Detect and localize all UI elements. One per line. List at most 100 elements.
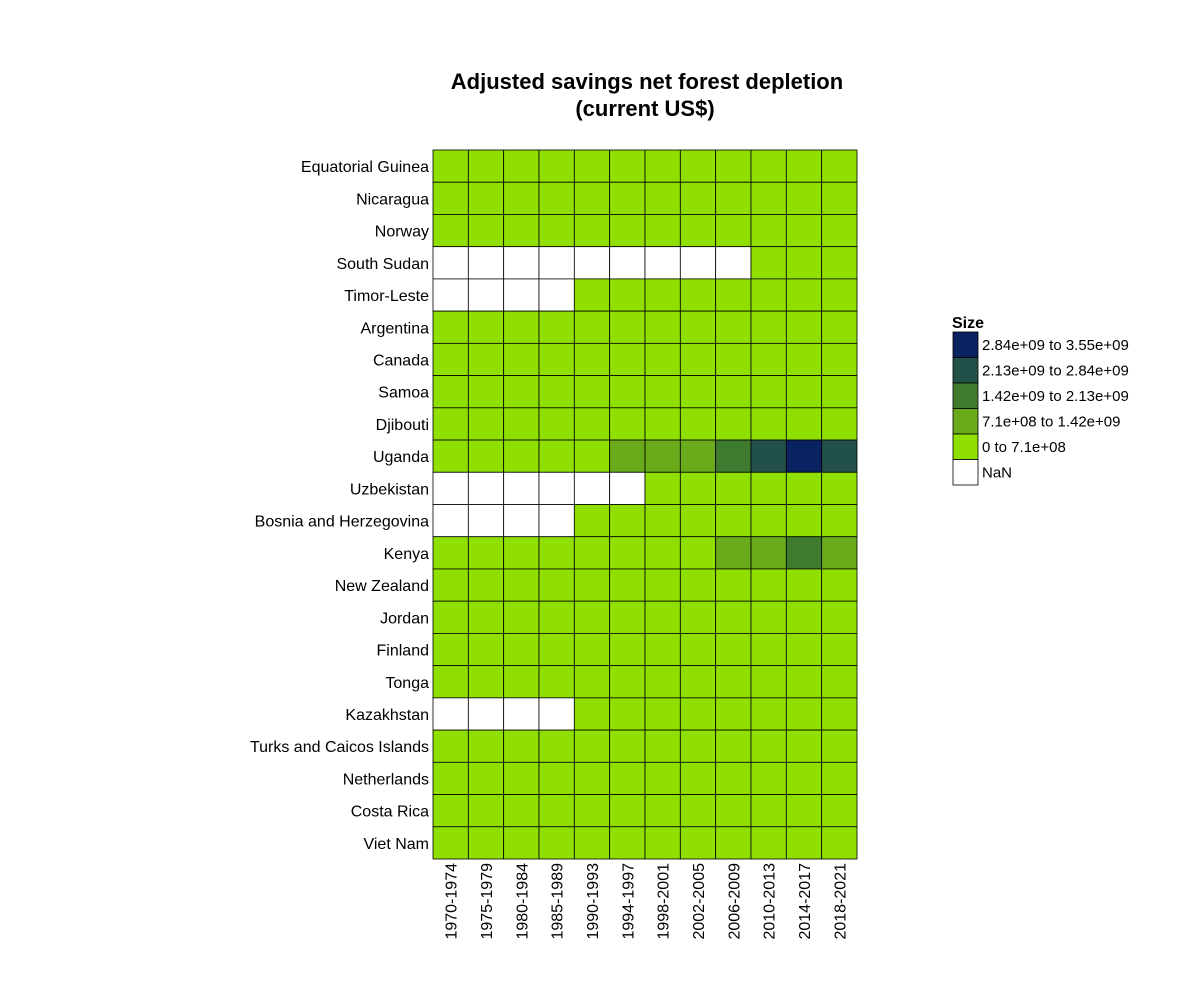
heatmap-cell — [644, 536, 681, 570]
heatmap-cell — [609, 665, 646, 699]
heatmap-cell — [821, 439, 858, 473]
heatmap-cell — [715, 729, 752, 763]
heatmap-cell — [750, 278, 787, 312]
heatmap-cell — [609, 697, 646, 731]
heatmap-cell — [750, 439, 787, 473]
column-label: 1998-2001 — [656, 863, 673, 940]
heatmap-cell — [467, 278, 505, 312]
row-label: Norway — [375, 224, 429, 241]
heatmap-cell — [538, 439, 575, 473]
heatmap-cell — [750, 471, 787, 505]
heatmap-cell — [644, 600, 681, 634]
heatmap-cell — [679, 826, 717, 860]
heatmap-cell — [538, 794, 575, 828]
heatmap-cell — [785, 342, 823, 376]
heatmap-cell — [503, 181, 540, 215]
heatmap-cell — [432, 826, 469, 860]
heatmap-cell — [503, 214, 540, 248]
column-label: 2010-2013 — [762, 863, 779, 940]
heatmap-cell — [538, 826, 575, 860]
heatmap-cell — [503, 536, 540, 570]
heatmap-cell — [750, 342, 787, 376]
heatmap-cell — [785, 214, 823, 248]
heatmap-cell — [432, 471, 469, 505]
heatmap-cell — [750, 149, 787, 183]
heatmap-cell — [432, 310, 469, 344]
heatmap-cell — [432, 633, 469, 667]
heatmap-cell — [467, 794, 505, 828]
heatmap-cell — [573, 149, 611, 183]
heatmap-cell — [715, 568, 752, 602]
heatmap-cell — [503, 342, 540, 376]
heatmap-cell — [679, 439, 717, 473]
heatmap-cell — [538, 729, 575, 763]
heatmap-cell — [644, 278, 681, 312]
heatmap-cell — [785, 310, 823, 344]
heatmap-cell — [821, 665, 858, 699]
legend-label: 2.84e+09 to 3.55e+09 — [982, 337, 1129, 354]
heatmap-cell — [467, 697, 505, 731]
heatmap-cell — [432, 278, 469, 312]
column-label: 2014-2017 — [797, 863, 814, 940]
heatmap-cell — [467, 246, 505, 280]
heatmap-cell — [785, 729, 823, 763]
heatmap-cell — [679, 697, 717, 731]
legend-swatch — [952, 357, 979, 384]
heatmap-cell — [644, 407, 681, 441]
heatmap-cell — [503, 149, 540, 183]
heatmap-cell — [432, 729, 469, 763]
heatmap-cell — [503, 826, 540, 860]
heatmap-cell — [503, 568, 540, 602]
heatmap-cell — [467, 407, 505, 441]
heatmap-cell — [679, 310, 717, 344]
heatmap-cell — [432, 342, 469, 376]
legend-label: 2.13e+09 to 2.84e+09 — [982, 362, 1129, 379]
row-label: Nicaragua — [356, 191, 429, 208]
heatmap-cell — [679, 536, 717, 570]
heatmap-cell — [821, 149, 858, 183]
heatmap-cell — [679, 407, 717, 441]
heatmap-cell — [750, 633, 787, 667]
row-label: Uzbekistan — [350, 481, 429, 498]
row-label: Kenya — [384, 546, 429, 563]
heatmap-cell — [679, 729, 717, 763]
row-label: Bosnia and Herzegovina — [255, 514, 429, 531]
heatmap-cell — [644, 761, 681, 795]
heatmap-cell — [538, 407, 575, 441]
heatmap-cell — [821, 794, 858, 828]
column-label: 1985-1989 — [550, 863, 567, 940]
heatmap-cell — [538, 214, 575, 248]
heatmap-cell — [821, 729, 858, 763]
heatmap-cell — [644, 729, 681, 763]
heatmap-cell — [679, 471, 717, 505]
heatmap-cell — [785, 375, 823, 409]
heatmap-cell — [538, 568, 575, 602]
heatmap-cell — [679, 214, 717, 248]
heatmap-cell — [715, 181, 752, 215]
heatmap-cell — [573, 568, 611, 602]
chart-title-line-2: (current US$) — [575, 96, 714, 121]
heatmap-cell — [644, 697, 681, 731]
legend-label: NaN — [982, 464, 1012, 481]
heatmap-cell — [503, 407, 540, 441]
column-label: 1994-1997 — [620, 863, 637, 940]
heatmap-cell — [715, 246, 752, 280]
heatmap-cell — [467, 568, 505, 602]
heatmap-cell — [644, 504, 681, 538]
heatmap-cell — [715, 342, 752, 376]
heatmap-cell — [750, 536, 787, 570]
heatmap-cell — [609, 471, 646, 505]
row-labels: Equatorial Guinea Nicaragua Norway South Su… — [250, 159, 429, 853]
heatmap-cell — [679, 600, 717, 634]
heatmap-cell — [432, 439, 469, 473]
heatmap-cell — [644, 149, 681, 183]
heatmap-cell — [467, 633, 505, 667]
heatmap-cell — [821, 214, 858, 248]
heatmap-cell — [821, 278, 858, 312]
heatmap-cell — [785, 181, 823, 215]
heatmap-cell — [679, 181, 717, 215]
heatmap-cell — [538, 310, 575, 344]
heatmap-cell — [467, 761, 505, 795]
heatmap-cell — [679, 761, 717, 795]
heatmap-cell — [609, 246, 646, 280]
